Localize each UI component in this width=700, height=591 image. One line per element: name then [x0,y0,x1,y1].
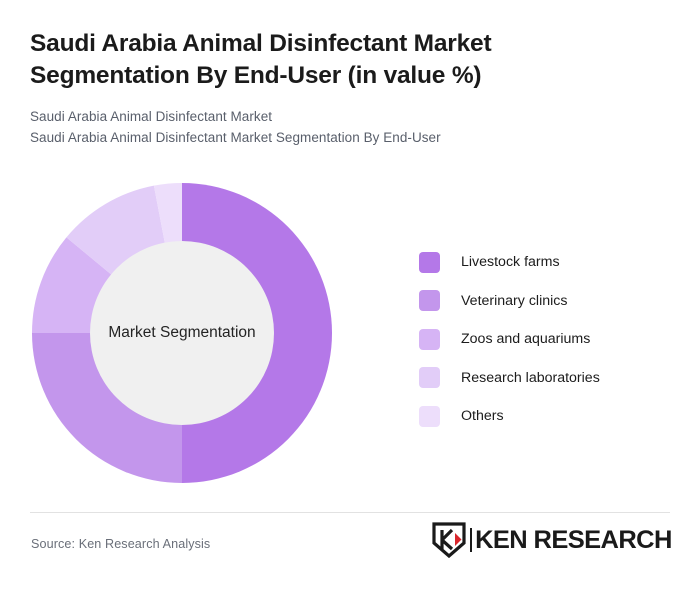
donut-chart: Market Segmentation [32,183,332,483]
chart-legend: Livestock farms Veterinary clinics Zoos an… [419,243,600,436]
legend-item-label: Research laboratories [461,369,600,386]
legend-color-swatch [419,367,440,389]
logo-divider [470,528,473,552]
legend-item[interactable]: Others [419,397,600,436]
ken-research-logo: KEN RESEARCH [432,522,673,558]
chart-subtitle-secondary: Saudi Arabia Animal Disinfectant Market … [30,129,441,145]
legend-item-label: Livestock farms [461,254,560,271]
legend-item[interactable]: Veterinary clinics [419,282,600,321]
legend-color-swatch [419,405,440,427]
footer-divider [30,512,670,513]
chart-subtitle-primary: Saudi Arabia Animal Disinfectant Market [30,108,273,124]
legend-item[interactable]: Research laboratories [419,359,600,398]
logo-wordmark: KEN RESEARCH [475,525,672,554]
chart-header: Saudi Arabia Animal Disinfectant Market … [30,28,650,149]
legend-item-label: Veterinary clinics [461,292,568,309]
legend-color-swatch [419,328,440,350]
donut-chart-svg [32,183,332,483]
subtitle-block: Saudi Arabia Animal Disinfectant Market … [30,107,650,149]
legend-color-swatch [419,290,440,312]
legend-color-swatch [419,251,440,273]
legend-item-label: Others [461,408,504,425]
logo-accent-triangle-icon [455,533,462,546]
legend-item-label: Zoos and aquariums [461,331,591,348]
ken-research-logo-mark-icon [432,522,466,558]
legend-item[interactable]: Zoos and aquariums [419,320,600,359]
donut-center-hole [90,241,274,425]
source-text: Source: Ken Research Analysis [31,537,211,551]
page-title: Saudi Arabia Animal Disinfectant Market … [30,30,492,90]
legend-item[interactable]: Livestock farms [419,243,600,282]
